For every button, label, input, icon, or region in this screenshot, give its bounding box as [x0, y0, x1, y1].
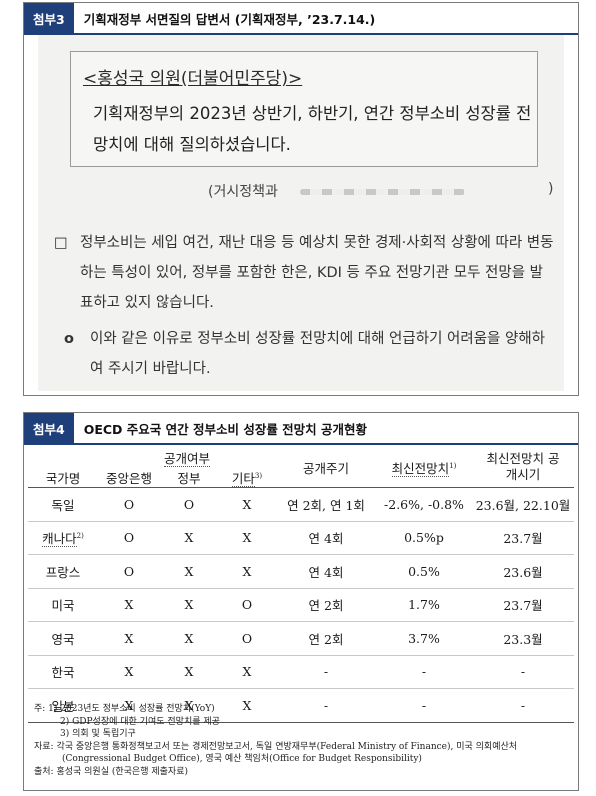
cell-latest: 1.7% [376, 588, 472, 622]
cell-latest: - [376, 655, 472, 689]
cell-central-bank: X [98, 621, 160, 656]
cell-latest: -2.6%, -0.8% [376, 487, 472, 522]
answer-paragraph-2: o 이와 같은 이유로 정부소비 성장률 전망치에 대해 언급하기 어려움을 양… [64, 324, 556, 384]
question-heading: <홍성국 의원(더불어민주당)> [83, 69, 303, 89]
cell-time: - [472, 688, 574, 723]
table-notes: 주: 1) 2023년도 정부소비 성장률 전망치(YoY) 2) GDP성장에… [34, 703, 574, 778]
cell-latest: 3.7% [376, 621, 472, 656]
header-country: 국가명 [28, 447, 98, 488]
cell-government: X [160, 655, 218, 689]
question-text: 기획재정부의 2023년 상반기, 하반기, 연간 정부소비 성장률 전망치에 … [93, 104, 532, 154]
attachment-3-badge: 첨부3 [24, 3, 74, 33]
note-3: 3) 의회 및 독립기구 [60, 729, 136, 739]
cell-government: X [160, 688, 218, 723]
cell-time: - [472, 655, 574, 689]
cell-cycle: - [276, 688, 376, 723]
cell-others: X [218, 655, 276, 689]
cell-central-bank: X [98, 688, 160, 723]
table-row: 일본 X X X - - - [28, 688, 574, 723]
cell-time: 23.3월 [472, 621, 574, 656]
cell-cycle: 연 2회 [276, 621, 376, 656]
cell-country: 독일 [28, 487, 98, 522]
cell-government: X [160, 521, 218, 555]
cell-country: 영국 [28, 621, 98, 656]
cell-central-bank: X [98, 588, 160, 622]
table-row: 한국 X X X - - - [28, 655, 574, 689]
forecast-disclosure-table: 국가명 공개여부 공개주기 최신전망치1) 최신전망치 공개시기 중앙은행 정부… [28, 447, 574, 723]
cell-government: X [160, 621, 218, 656]
header-government: 정부 [160, 467, 218, 488]
cell-country: 미국 [28, 588, 98, 622]
note-2: 2) GDP성장에 대한 기여도 전망치를 제공 [60, 716, 220, 727]
table-row: 미국 X X O 연 2회 1.7% 23.7월 [28, 588, 574, 622]
note-1: 주: 1) 2023년도 정부소비 성장률 전망치(YoY) [34, 704, 215, 714]
table-row: 프랑스 O X X 연 4회 0.5% 23.6월 [28, 554, 574, 589]
cell-cycle: 연 4회 [276, 521, 376, 555]
header-others: 기타3) [218, 467, 276, 488]
circle-bullet-icon: o [64, 331, 74, 347]
byline-close: ) [548, 181, 554, 197]
cell-latest: - [376, 688, 472, 723]
cell-cycle: - [276, 655, 376, 689]
attachment-4-title: OECD 주요국 연간 정부소비 성장률 전망치 공개현황 [83, 421, 368, 437]
attachment-4-panel: 첨부4 OECD 주요국 연간 정부소비 성장률 전망치 공개현황 국가명 공개… [23, 412, 579, 791]
scanned-document: <홍성국 의원(더불어민주당)> 기획재정부의 2023년 상반기, 하반기, … [38, 35, 564, 391]
cell-others: X [218, 487, 276, 522]
cell-country: 프랑스 [28, 554, 98, 589]
cell-cycle: 연 2회, 연 1회 [276, 487, 376, 522]
table-row: 영국 X X O 연 2회 3.7% 23.3월 [28, 621, 574, 656]
source-note: 자료: 각국 중앙은행 통화정책보고서 또는 경제전망보고서, 독일 연방재무부… [34, 741, 518, 765]
answer-text-2: 이와 같은 이유로 정부소비 성장률 전망치에 대해 언급하기 어려움을 양해하… [90, 331, 546, 377]
attachment-3-panel: 첨부3 기획재정부 서면질의 답변서 (기획재정부, ’23.7.14.) <홍… [23, 2, 579, 396]
attachment-4-badge: 첨부4 [24, 413, 74, 443]
byline: (거시정책과 [208, 184, 278, 200]
cell-central-bank: X [98, 655, 160, 689]
cell-country: 일본 [28, 688, 98, 723]
cell-time: 23.6월 [472, 554, 574, 589]
header-cycle: 공개주기 [276, 447, 376, 488]
header-disclosure: 공개여부 [163, 450, 210, 467]
header-central-bank: 중앙은행 [98, 467, 160, 488]
cell-others: X [218, 688, 276, 723]
cell-time: 23.7월 [472, 521, 574, 555]
cell-cycle: 연 4회 [276, 554, 376, 589]
cell-latest: 0.5% [376, 554, 472, 589]
table-row: 독일 O O X 연 2회, 연 1회 -2.6%, -0.8% 23.6월, … [28, 487, 574, 522]
cell-cycle: 연 2회 [276, 588, 376, 622]
cell-government: X [160, 554, 218, 589]
question-box: <홍성국 의원(더불어민주당)> 기획재정부의 2023년 상반기, 하반기, … [70, 51, 538, 167]
cell-government: O [160, 487, 218, 522]
header-latest-time: 최신전망치 공개시기 [472, 447, 574, 488]
cell-country: 한국 [28, 655, 98, 689]
answer-paragraph-1: □ 정부소비는 세입 여건, 재난 대응 등 예상치 못한 경제·사회적 상황에… [54, 228, 554, 318]
cell-central-bank: O [98, 521, 160, 555]
cell-others: X [218, 554, 276, 589]
square-bullet-icon: □ [54, 235, 68, 251]
cell-central-bank: O [98, 487, 160, 522]
origin-note: 출처: 홍성국 의원실 (한국은행 제출자료) [34, 766, 188, 777]
redacted-contact [300, 189, 465, 195]
answer-text-1: 정부소비는 세입 여건, 재난 대응 등 예상치 못한 경제·사회적 상황에 따… [80, 235, 554, 311]
cell-government: X [160, 588, 218, 622]
attachment-3-header: 첨부3 기획재정부 서면질의 답변서 (기획재정부, ’23.7.14.) [24, 3, 578, 35]
table-row: 캐나다2) O X X 연 4회 0.5%p 23.7월 [28, 521, 574, 555]
cell-central-bank: O [98, 554, 160, 589]
header-latest: 최신전망치1) [376, 447, 472, 488]
cell-others: O [218, 621, 276, 656]
cell-latest: 0.5%p [376, 521, 472, 555]
cell-others: X [218, 521, 276, 555]
attachment-4-header: 첨부4 OECD 주요국 연간 정부소비 성장률 전망치 공개현황 [24, 413, 578, 445]
cell-country: 캐나다2) [28, 521, 98, 555]
attachment-3-title: 기획재정부 서면질의 답변서 (기획재정부, ’23.7.14.) [83, 11, 376, 27]
cell-time: 23.7월 [472, 588, 574, 622]
cell-time: 23.6월, 22.10월 [472, 487, 574, 522]
cell-others: O [218, 588, 276, 622]
